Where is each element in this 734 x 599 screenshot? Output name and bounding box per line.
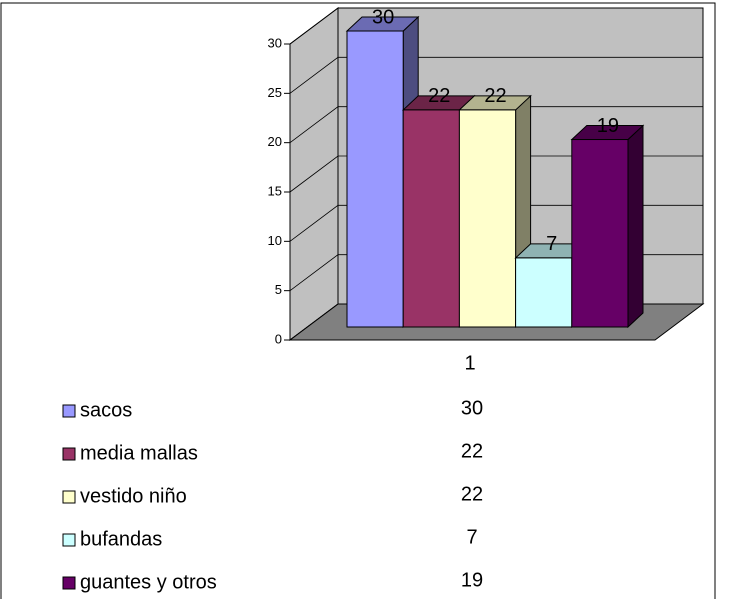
y-tick-label: 30 [268,35,282,50]
y-tick-label: 0 [275,331,282,346]
grid-line [289,7,703,45]
legend-swatch [62,447,76,461]
legend-swatch [62,576,76,590]
grid-line [289,56,703,94]
bar [458,109,517,328]
legend-label: media mallas [80,442,198,464]
table-value: 22 [461,483,483,505]
legend-swatch [62,533,76,547]
table-value: 22 [461,440,483,462]
table-value: 7 [466,526,477,548]
legend-label: vestido niño [80,485,187,507]
y-tick-label: 15 [268,183,282,198]
bar [402,109,460,328]
data-label: 7 [546,233,557,255]
bar [571,139,629,328]
y-tick-label: 10 [268,233,282,248]
legend-label: guantes y otros [80,571,217,593]
data-label: 19 [597,115,619,137]
y-tick-label: 20 [268,134,282,149]
data-label: 22 [428,85,450,107]
legend-swatch [62,490,76,504]
legend-swatch [62,404,76,418]
data-label: 30 [372,6,394,28]
chart-frame [0,2,716,599]
y-tick-label: 25 [268,85,282,100]
bar-side [627,124,644,329]
table-value: 30 [461,397,483,419]
data-label: 22 [484,85,506,107]
grid-line [289,106,703,143]
x-tick-label: 1 [464,352,475,374]
bar [346,30,404,328]
table-value: 19 [461,569,483,591]
legend-label: sacos [80,399,132,421]
bar [515,257,573,328]
y-tick-label: 5 [275,282,282,297]
legend-label: bufandas [80,528,162,550]
